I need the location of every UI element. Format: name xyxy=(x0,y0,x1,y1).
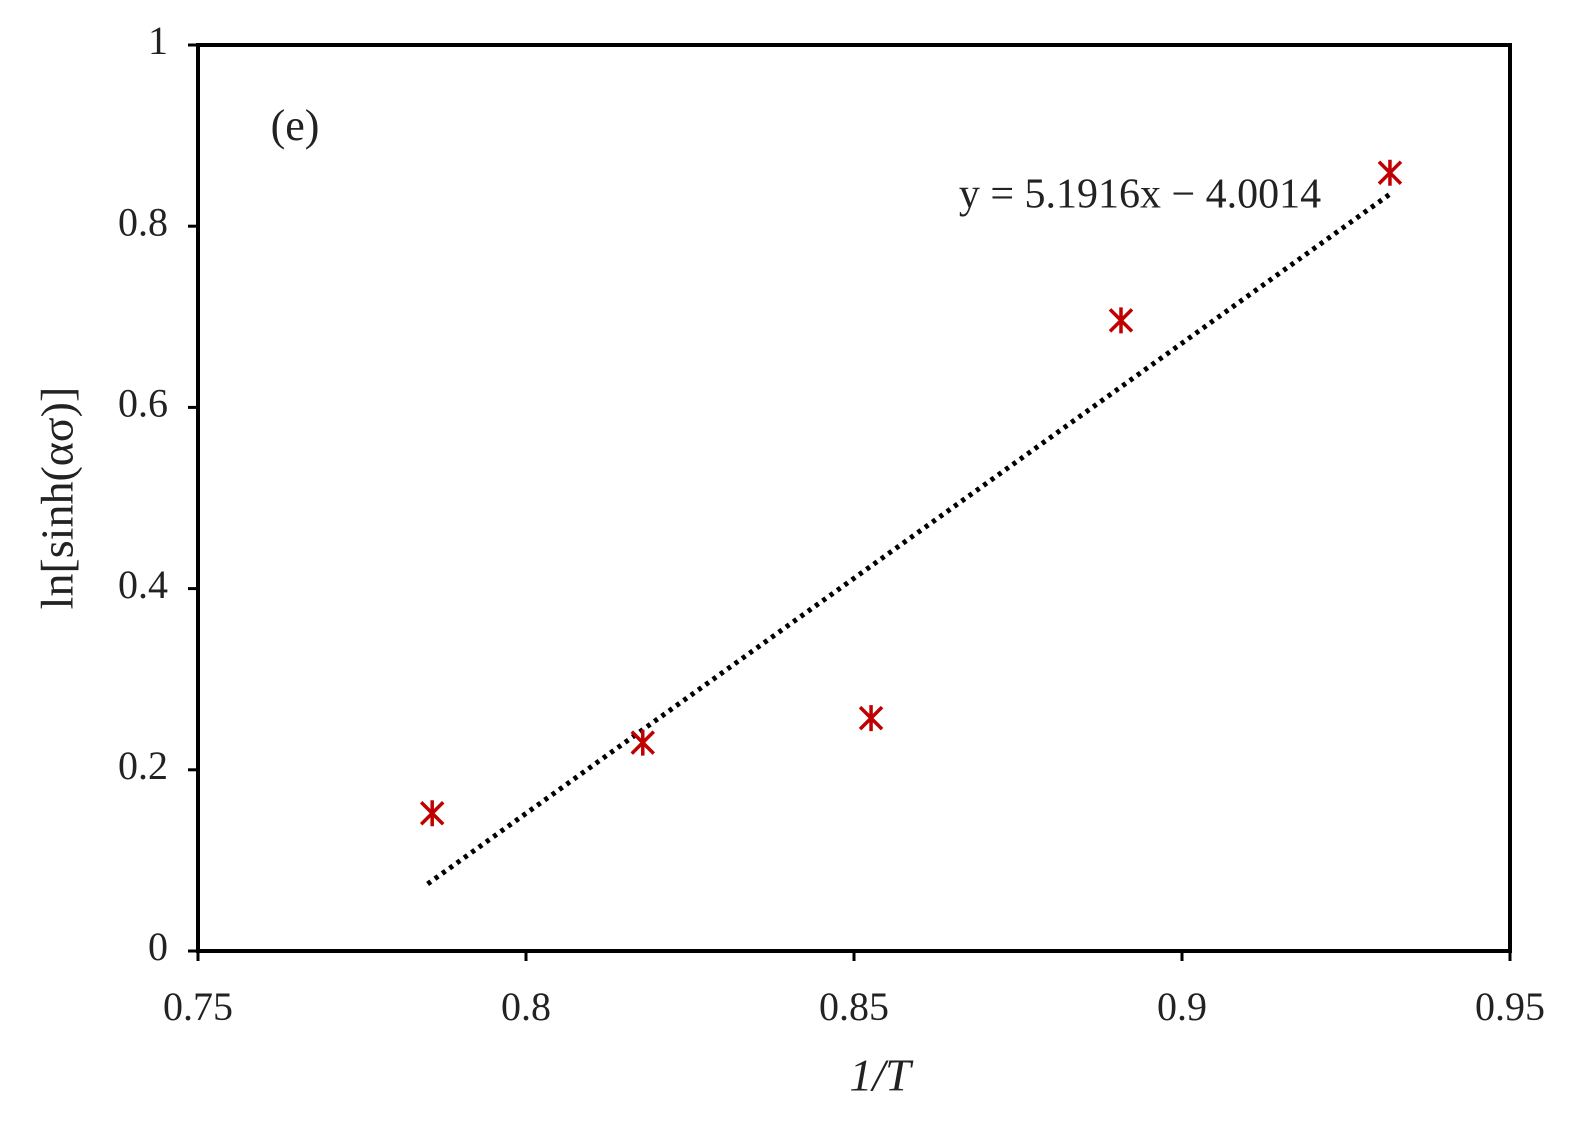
y-tick-label: 0.6 xyxy=(118,381,168,426)
point xyxy=(1377,159,1403,186)
point xyxy=(858,705,884,732)
point xyxy=(419,800,445,827)
x-tick-label: 0.85 xyxy=(819,984,889,1029)
x-tick-label: 0.9 xyxy=(1157,984,1207,1029)
y-tick-label: 0.2 xyxy=(118,743,168,788)
x-tick-label: 0.95 xyxy=(1475,984,1545,1029)
y-axis-label: ln[sinh(ασ)] xyxy=(32,387,83,610)
point xyxy=(1108,307,1134,334)
x-tick-label: 0.8 xyxy=(501,984,551,1029)
annotation: (e) xyxy=(271,101,320,150)
y-tick-label: 0.8 xyxy=(118,199,168,244)
y-tick-label: 0 xyxy=(148,924,168,969)
trendline xyxy=(426,190,1394,886)
x-tick-label: 0.75 xyxy=(163,984,233,1029)
trendline-label: y = 5.1916x − 4.0014 xyxy=(959,172,1321,218)
y-tick-label: 1 xyxy=(148,18,168,63)
x-axis-label: 1/T xyxy=(849,1050,914,1101)
point xyxy=(630,729,656,756)
y-tick-label: 0.4 xyxy=(118,562,168,607)
